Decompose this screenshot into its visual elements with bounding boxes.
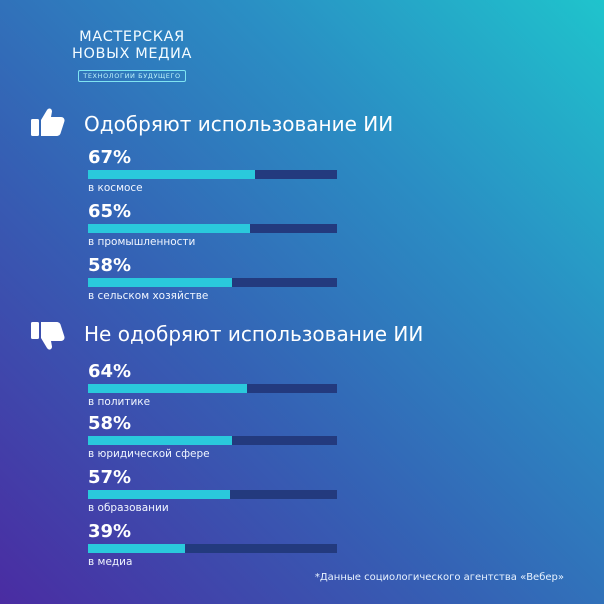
bar-track	[88, 436, 337, 445]
bar-item: 58% в сельском хозяйстве	[88, 256, 338, 303]
bar	[88, 436, 233, 445]
bar-category-label: в сельском хозяйстве	[88, 290, 209, 302]
logo: МАСТЕРСКАЯ НОВЫХ МЕДИА ТЕХНОЛОГИИ БУДУЩЕ…	[72, 29, 192, 82]
bar-track	[88, 384, 337, 393]
bar	[88, 224, 250, 233]
bar-track	[88, 278, 337, 287]
section-title-approve: Одобряют использование ИИ	[84, 112, 394, 136]
bar-value-label: 58%	[88, 413, 132, 434]
bar	[88, 490, 230, 499]
bar-item: 57% в образовании	[88, 468, 338, 515]
bar-value-label: 39%	[88, 521, 132, 542]
bar-track	[88, 224, 337, 233]
bar	[88, 384, 248, 393]
logo-line-2: НОВЫХ МЕДИА	[72, 46, 192, 62]
bar-track	[88, 490, 337, 499]
bar-category-label: в медиа	[88, 556, 133, 568]
thumbs-down-icon	[31, 322, 65, 350]
logo-line-1: МАСТЕРСКАЯ	[79, 29, 185, 45]
bar-value-label: 58%	[88, 255, 132, 276]
bar	[88, 170, 255, 179]
bar-item: 39% в медиа	[88, 522, 338, 569]
logo-tagline: ТЕХНОЛОГИИ БУДУЩЕГО	[78, 70, 186, 82]
bar-category-label: в образовании	[88, 502, 169, 514]
bar-category-label: в космосе	[88, 182, 143, 194]
bar-category-label: в политике	[88, 396, 151, 408]
bar-item: 64% в политике	[88, 362, 338, 409]
bar-track	[88, 544, 337, 553]
bar-value-label: 67%	[88, 147, 132, 168]
bar	[88, 544, 186, 553]
bar	[88, 278, 233, 287]
bar-value-label: 65%	[88, 201, 132, 222]
source-footnote: *Данные социологического агентства «Вебе…	[314, 572, 564, 583]
bar-track	[88, 170, 337, 179]
bar-category-label: в промышленности	[88, 236, 196, 248]
bar-item: 58% в юридической сфере	[88, 414, 338, 461]
bar-value-label: 57%	[88, 467, 132, 488]
bar-item: 65% в промышленности	[88, 202, 338, 249]
bar-item: 67% в космосе	[88, 148, 338, 195]
bar-value-label: 64%	[88, 361, 132, 382]
thumbs-up-icon	[31, 108, 65, 136]
bar-category-label: в юридической сфере	[88, 448, 210, 460]
section-title-disapprove: Не одобряют использование ИИ	[84, 322, 424, 346]
